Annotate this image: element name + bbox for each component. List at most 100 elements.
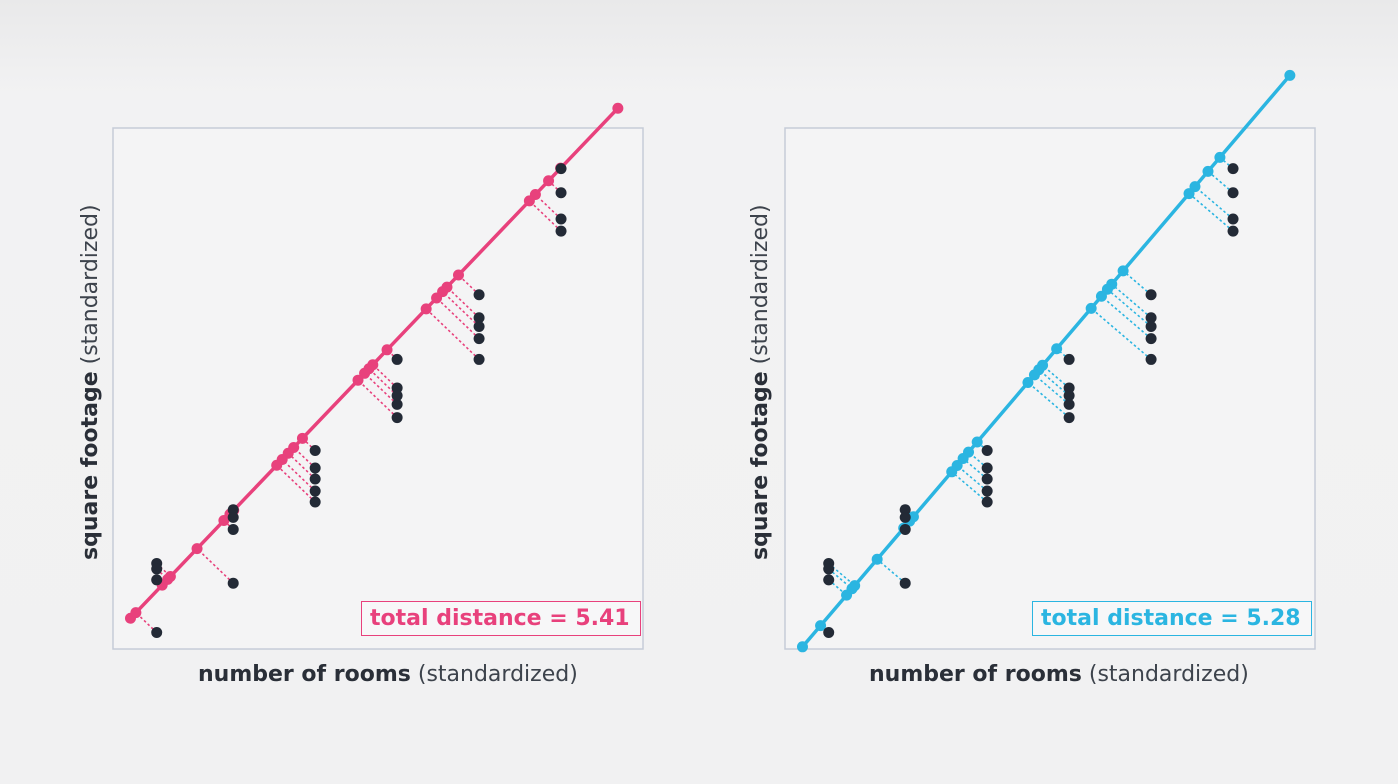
data-point (151, 563, 163, 575)
data-point (473, 333, 485, 345)
data-point (473, 312, 485, 324)
data-point (227, 523, 239, 535)
y-axis-label-sub: (standardized) (748, 204, 773, 365)
projection-point (871, 553, 883, 565)
distance-line (287, 452, 316, 480)
projection-point (523, 195, 535, 207)
projection-point (543, 175, 555, 187)
distance-line (425, 308, 480, 361)
data-point (823, 627, 835, 639)
data-point (309, 473, 321, 485)
data-point (1145, 312, 1157, 324)
distance-line (368, 368, 398, 397)
projection-point (296, 432, 308, 444)
projection-point (1028, 369, 1040, 381)
data-point (1227, 187, 1239, 199)
data-point (391, 398, 403, 410)
data-point (309, 485, 321, 497)
distance-line (1122, 270, 1152, 296)
x-axis-label-main: number of rooms (869, 662, 1082, 687)
data-point (473, 321, 485, 333)
data-point (1227, 213, 1239, 225)
projection-point (815, 620, 827, 632)
data-point (227, 511, 239, 523)
data-point (1063, 412, 1075, 424)
distance-line (196, 548, 234, 584)
projection-point (218, 515, 230, 527)
data-point (391, 412, 403, 424)
data-point (309, 444, 321, 456)
data-point (981, 485, 993, 497)
distance-line (442, 291, 480, 328)
projection-point (1051, 343, 1063, 355)
projection-point (359, 367, 371, 379)
projection-point (1085, 302, 1097, 314)
data-point (823, 574, 835, 586)
data-point (151, 574, 163, 586)
distance-line (1027, 381, 1070, 419)
x-axis-label-sub: (standardized) (417, 662, 578, 687)
x-axis-label-main: number of rooms (198, 662, 411, 687)
projection-point (271, 459, 283, 471)
projection-point (1214, 151, 1226, 163)
data-point (555, 187, 567, 199)
data-point (227, 577, 239, 589)
projection-point (1117, 265, 1129, 277)
data-point (391, 382, 403, 394)
distance-line (372, 364, 398, 389)
line-endpoint (796, 641, 808, 653)
plot-frame (784, 127, 1316, 650)
data-point (899, 577, 911, 589)
data-point (899, 523, 911, 535)
line-endpoint (612, 102, 624, 114)
data-point (1145, 353, 1157, 365)
x-axis-label-left: number of rooms (standardized) (198, 662, 578, 687)
data-point (981, 462, 993, 474)
projection-point (1095, 290, 1107, 302)
data-point (981, 473, 993, 485)
projection-point (1202, 165, 1214, 177)
data-point (555, 163, 567, 175)
projection-point (431, 292, 443, 304)
data-point (1145, 321, 1157, 333)
data-point (899, 504, 911, 516)
distance-line (1042, 364, 1070, 389)
projection-point (381, 344, 393, 356)
distance-line (1111, 283, 1152, 319)
distance-line (276, 464, 316, 503)
y-axis-label-right: square footage (standardized) (748, 204, 773, 560)
data-point (309, 496, 321, 508)
data-point (823, 563, 835, 575)
distance-line (876, 558, 906, 584)
data-point (1145, 333, 1157, 345)
distance-line (1100, 295, 1152, 340)
total-distance-label-left: total distance = 5.41 (361, 601, 641, 636)
data-point (899, 511, 911, 523)
data-point (391, 390, 403, 402)
distance-line (534, 193, 562, 220)
distance-line (956, 464, 988, 492)
projection-point (130, 607, 142, 619)
x-axis-label-sub: (standardized) (1088, 662, 1249, 687)
distance-line (828, 579, 848, 596)
data-point (981, 444, 993, 456)
data-point (1227, 225, 1239, 237)
data-point (309, 462, 321, 474)
data-point (1063, 382, 1075, 394)
data-point (473, 289, 485, 301)
projection-point (971, 436, 983, 448)
projection-point (1183, 188, 1195, 200)
projection-point (420, 303, 432, 315)
data-point (1227, 163, 1239, 175)
projection-point (452, 269, 464, 281)
projection-point (841, 589, 853, 601)
plot-frame (112, 127, 644, 650)
distance-line (1090, 307, 1152, 361)
line-endpoint (1284, 69, 1296, 81)
distance-line (528, 200, 562, 232)
data-point (1063, 353, 1075, 365)
projection-point (1022, 376, 1034, 388)
data-point (151, 627, 163, 639)
